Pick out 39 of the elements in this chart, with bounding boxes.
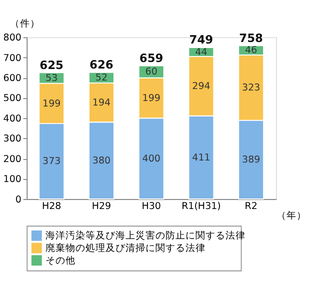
x-tick-label: R2 (244, 201, 258, 212)
y-tick-label: 500 (3, 93, 22, 104)
y-axis-title: （件） (10, 18, 40, 30)
y-tick-label: 700 (3, 52, 22, 64)
y-tick-label: 400 (3, 113, 22, 124)
total-label: 626 (90, 58, 114, 72)
y-tick-label: 800 (3, 32, 22, 44)
data-label: 46 (245, 45, 258, 56)
data-label: 44 (195, 46, 208, 58)
data-label: 60 (145, 66, 158, 78)
y-tick-label: 0 (15, 194, 22, 206)
x-axis-title: （年） (276, 210, 306, 222)
data-label: 194 (92, 97, 111, 108)
x-tick-label: H29 (92, 201, 112, 212)
y-tick-label: 600 (3, 72, 22, 84)
data-label: 380 (92, 155, 111, 166)
x-tick-label: R1(H31) (182, 201, 221, 212)
total-label: 625 (40, 58, 64, 72)
y-tick-label: 100 (3, 174, 22, 186)
legend-label: その他 (46, 254, 76, 266)
data-label: 400 (142, 153, 160, 164)
x-tick-label: H30 (142, 201, 161, 212)
data-label: 53 (46, 72, 58, 84)
x-tick-label: H28 (42, 201, 62, 212)
legend-label: 廃棄物の処理及び清掃に関する法律 (46, 242, 206, 254)
data-label: 294 (192, 81, 210, 92)
total-label: 659 (139, 50, 164, 65)
y-tick-label: 300 (3, 134, 22, 145)
data-label: 52 (95, 72, 108, 84)
data-label: 411 (192, 152, 210, 164)
y-tick-label: 200 (3, 154, 22, 165)
legend-label: 海洋汚染等及び海上災害の防止に関する法律 (46, 230, 246, 242)
data-label: 323 (242, 82, 260, 94)
data-label: 373 (42, 156, 61, 168)
data-label: 389 (242, 154, 260, 166)
data-label: 199 (142, 92, 160, 104)
total-label: 758 (239, 30, 264, 45)
total-label: 749 (189, 32, 214, 47)
data-label: 199 (42, 98, 61, 110)
